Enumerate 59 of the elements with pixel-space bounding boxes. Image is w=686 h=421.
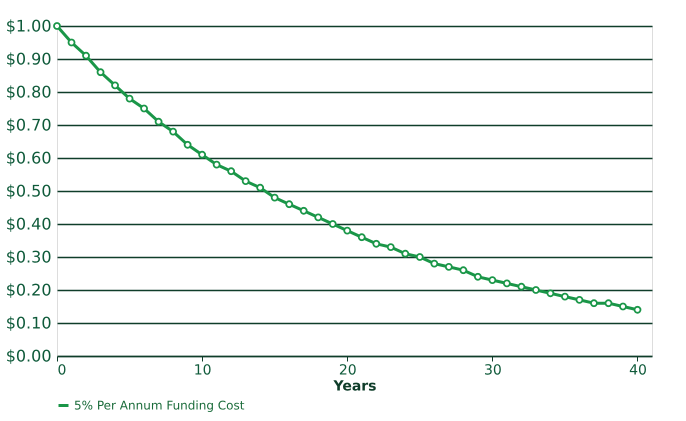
y-tick-label: $0.80 xyxy=(6,82,52,102)
x-tick-label: 0 xyxy=(58,362,66,378)
point xyxy=(198,150,206,159)
point xyxy=(111,82,119,90)
y-tick-label: $0.90 xyxy=(6,50,52,68)
point xyxy=(256,184,264,192)
point xyxy=(328,220,337,228)
point xyxy=(343,226,352,234)
point xyxy=(300,206,308,215)
x-tick-label: 30 xyxy=(484,362,502,378)
y-tick-label: $0.10 xyxy=(6,314,52,332)
point xyxy=(184,140,192,149)
point xyxy=(154,118,162,126)
point xyxy=(502,280,511,288)
point xyxy=(634,306,642,314)
y-tick-label: $0.70 xyxy=(6,116,52,134)
y-tick-label: $1.00 xyxy=(6,16,52,36)
point xyxy=(401,250,410,258)
point xyxy=(358,233,366,242)
point xyxy=(416,253,424,261)
point xyxy=(227,167,236,176)
point xyxy=(285,200,294,208)
point xyxy=(561,292,569,300)
point xyxy=(604,299,612,308)
x-axis-title: Years xyxy=(332,378,377,394)
point xyxy=(242,177,250,185)
point xyxy=(444,263,453,271)
point xyxy=(488,276,496,284)
y-tick-label: $0.60 xyxy=(6,148,52,168)
x-tick-label: 40 xyxy=(629,362,647,378)
point xyxy=(590,299,598,308)
point xyxy=(517,282,526,291)
point xyxy=(82,52,90,60)
point xyxy=(53,22,61,30)
point xyxy=(140,104,148,112)
point xyxy=(314,214,322,222)
legend-label: 5% Per Annum Funding Cost xyxy=(74,398,245,412)
point xyxy=(459,266,468,274)
point xyxy=(68,38,76,46)
point xyxy=(576,296,584,304)
point xyxy=(532,286,540,294)
point xyxy=(126,94,134,102)
x-tick-label: 10 xyxy=(194,362,212,378)
point xyxy=(386,243,395,251)
point xyxy=(474,272,482,281)
point xyxy=(372,240,380,248)
y-tick-label: $0.50 xyxy=(6,182,52,200)
point xyxy=(270,194,279,202)
x-tick-label: 20 xyxy=(338,362,357,378)
point xyxy=(430,260,438,268)
point xyxy=(96,68,104,76)
point xyxy=(619,302,627,310)
y-tick-label: $0.20 xyxy=(6,280,52,300)
point xyxy=(212,160,221,168)
y-tick-label: $0.30 xyxy=(6,248,52,266)
point xyxy=(169,128,177,136)
point xyxy=(546,289,554,298)
y-tick-label: $0.00 xyxy=(6,346,52,366)
y-tick-label: $0.40 xyxy=(6,214,52,234)
